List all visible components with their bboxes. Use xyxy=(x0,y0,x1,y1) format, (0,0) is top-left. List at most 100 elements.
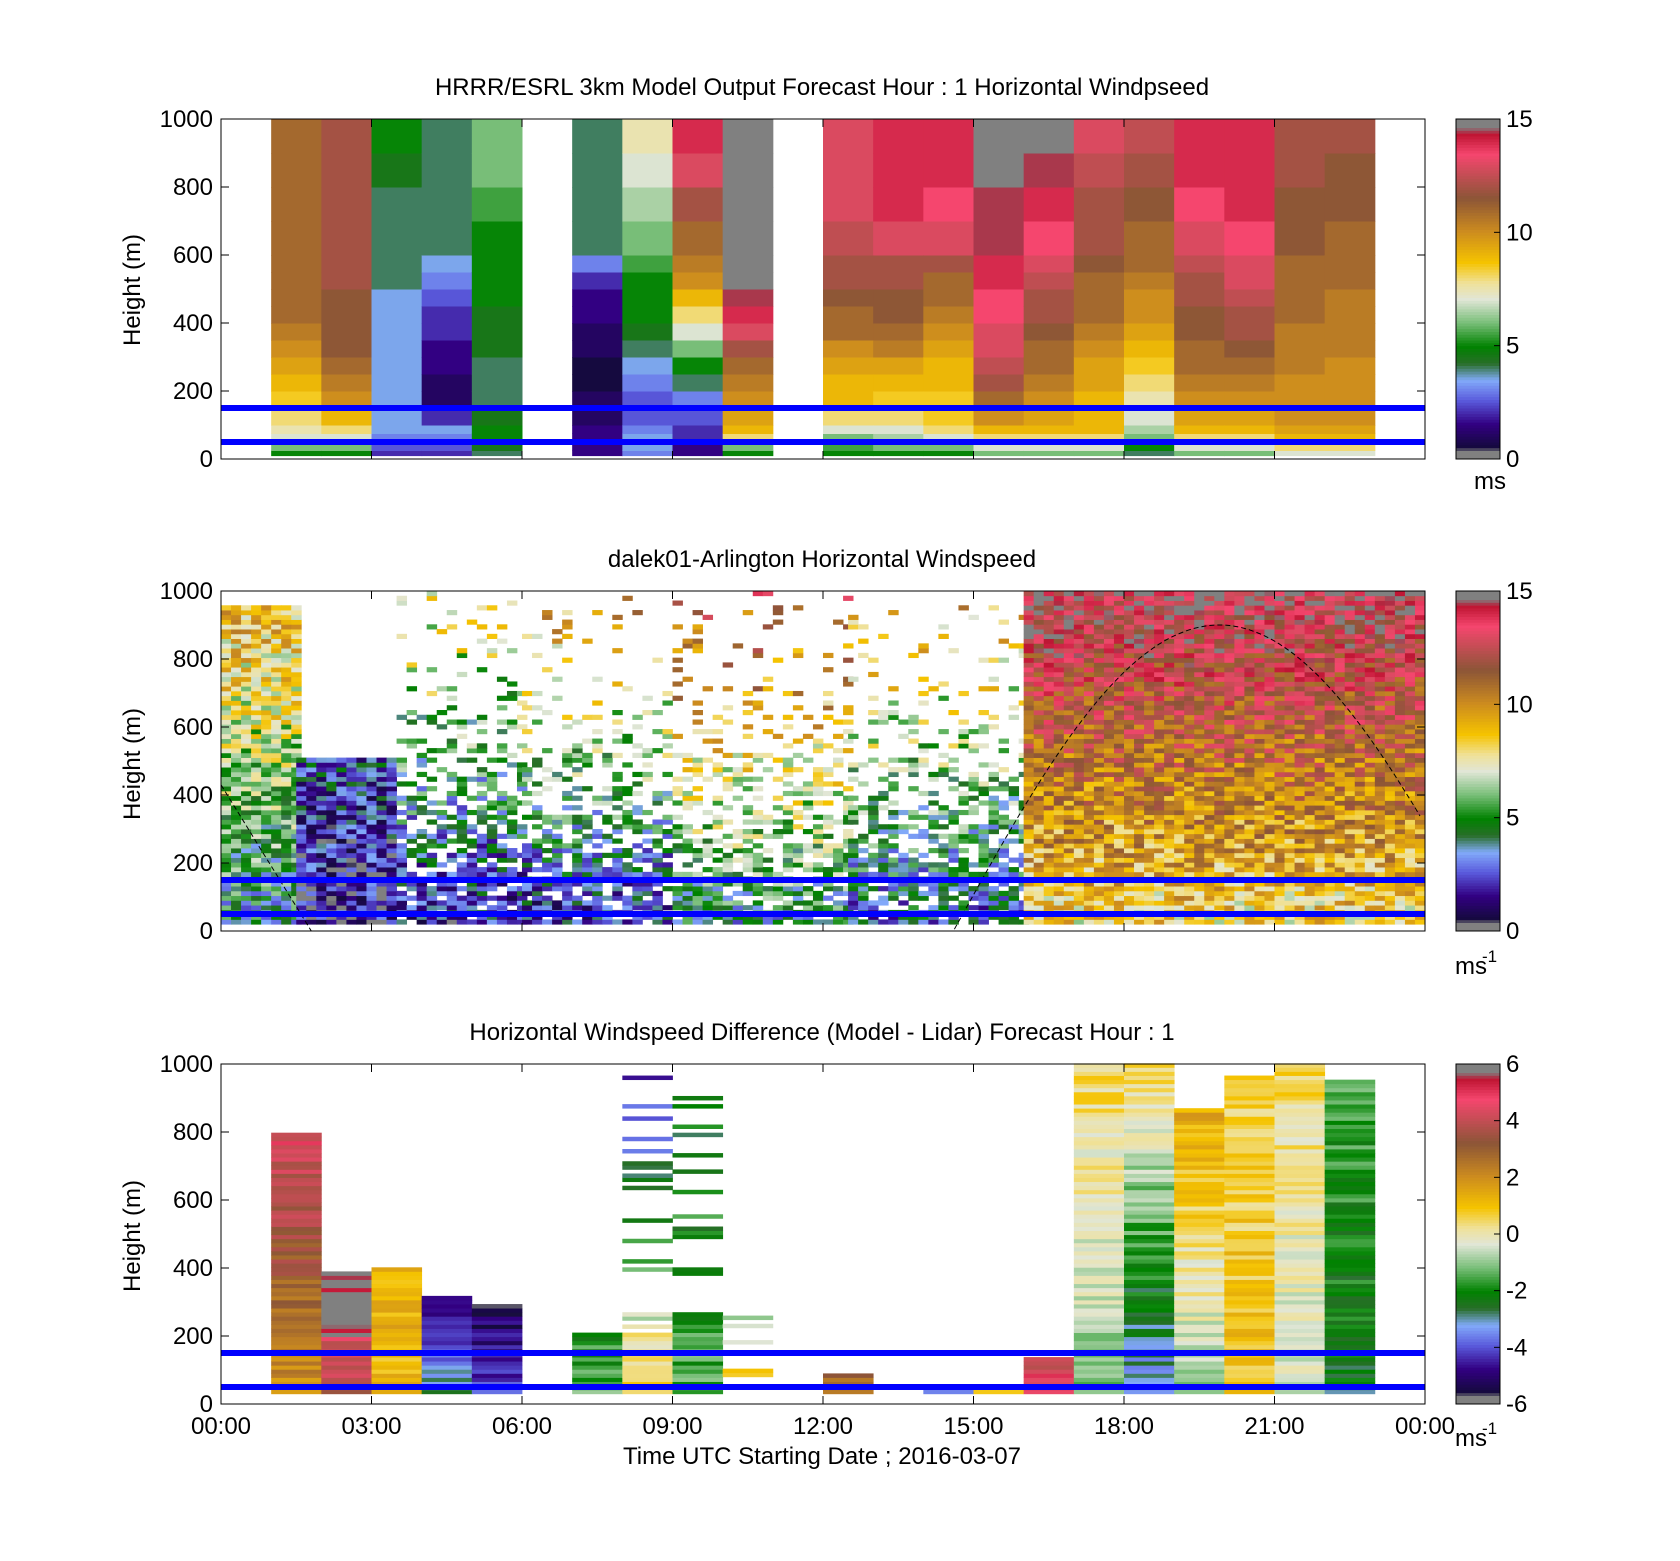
heatmap-cell xyxy=(346,762,357,768)
heatmap-cell xyxy=(908,871,919,877)
heatmap-cell xyxy=(1103,752,1115,758)
heatmap-cell xyxy=(672,657,683,663)
heatmap-cell xyxy=(928,890,939,897)
heatmap-cell xyxy=(1274,733,1285,739)
heatmap-cell xyxy=(868,919,879,925)
heatmap-cell xyxy=(1093,733,1105,739)
heatmap-cell xyxy=(421,425,473,434)
heatmap-cell xyxy=(251,690,262,697)
heatmap-cell xyxy=(281,648,292,654)
heatmap-cell xyxy=(752,905,764,911)
heatmap-cell xyxy=(251,748,262,754)
heatmap-cell xyxy=(1154,657,1165,663)
heatmap-cell xyxy=(1103,886,1115,892)
heatmap-cell xyxy=(1224,857,1235,863)
heatmap-cell xyxy=(632,829,643,835)
heatmap-cell xyxy=(1043,848,1055,854)
heatmap-cell xyxy=(1124,895,1135,901)
heatmap-cell xyxy=(1043,890,1055,897)
heatmap-cell xyxy=(1324,119,1376,154)
heatmap-cell xyxy=(1113,905,1125,911)
heatmap-cell xyxy=(1124,738,1135,744)
heatmap-cell xyxy=(241,800,252,806)
heatmap-cell xyxy=(271,767,282,773)
heatmap-cell xyxy=(552,676,563,682)
heatmap-cell xyxy=(968,862,979,868)
heatmap-cell xyxy=(241,762,252,768)
heatmap-cell xyxy=(612,871,623,877)
heatmap-cell xyxy=(1224,671,1235,678)
heatmap-cell xyxy=(396,795,408,801)
heatmap-cell xyxy=(722,662,734,668)
heatmap-cell xyxy=(1113,786,1125,792)
heatmap-cell xyxy=(251,871,262,877)
heatmap-cell xyxy=(622,900,633,906)
heatmap-cell xyxy=(782,771,794,778)
heatmap-cell xyxy=(1134,795,1145,801)
heatmap-cell xyxy=(1264,614,1275,620)
heatmap-cell xyxy=(1204,767,1215,773)
heatmap-cell xyxy=(1124,719,1135,725)
heatmap-cell xyxy=(1184,605,1195,611)
heatmap-cell xyxy=(426,886,438,892)
heatmap-cell xyxy=(506,724,518,730)
heatmap-cell xyxy=(1194,614,1205,620)
heatmap-cell xyxy=(326,767,337,773)
heatmap-cell xyxy=(762,686,774,692)
heatmap-cell xyxy=(988,852,999,858)
heatmap-cell xyxy=(1103,719,1115,725)
heatmap-cell xyxy=(406,800,418,806)
heatmap-cell xyxy=(998,890,1010,897)
heatmap-cell xyxy=(1174,824,1185,830)
heatmap-cell xyxy=(1053,881,1065,887)
heatmap-cell xyxy=(1194,681,1205,687)
heatmap-cell xyxy=(1244,724,1255,730)
heatmap-cell xyxy=(752,900,764,906)
heatmap-cell xyxy=(1204,676,1215,682)
heatmap-cell xyxy=(898,867,909,873)
heatmap-cell xyxy=(296,900,307,906)
heatmap-cell xyxy=(1033,776,1045,782)
heatmap-cell xyxy=(1154,819,1165,825)
heatmap-cell xyxy=(522,729,533,735)
heatmap-cell xyxy=(1264,624,1275,630)
heatmap-cell xyxy=(446,895,458,901)
heatmap-cell xyxy=(1124,819,1135,825)
heatmap-cell xyxy=(1274,895,1285,901)
heatmap-cell xyxy=(1103,667,1115,673)
heatmap-cell xyxy=(1124,733,1135,739)
heatmap-cell xyxy=(878,714,889,720)
heatmap-cell xyxy=(1144,814,1155,820)
heatmap-cell xyxy=(612,919,623,925)
heatmap-cell xyxy=(356,829,367,835)
heatmap-cell xyxy=(241,733,252,739)
heatmap-cell xyxy=(672,667,683,673)
heatmap-cell xyxy=(241,605,252,611)
heatmap-cell xyxy=(1113,800,1125,806)
heatmap-cell xyxy=(1224,767,1235,773)
heatmap-cell xyxy=(1113,914,1125,920)
model-windspeed-panel: HRRR/ESRL 3km Model Output Forecast Hour… xyxy=(119,74,1533,495)
heatmap-cell xyxy=(732,914,744,920)
heatmap-cell xyxy=(1214,729,1225,735)
heatmap-cell xyxy=(522,857,533,863)
heatmap-cell xyxy=(968,805,979,811)
heatmap-cell xyxy=(873,374,924,392)
heatmap-cell xyxy=(873,425,924,434)
heatmap-cell xyxy=(446,705,458,711)
heatmap-cell xyxy=(456,814,468,820)
heatmap-cell xyxy=(1134,710,1145,716)
heatmap-cell xyxy=(1023,624,1035,630)
heatmap-cell xyxy=(1023,833,1035,839)
heatmap-cell xyxy=(1204,819,1215,825)
heatmap-cell xyxy=(1164,800,1175,806)
heatmap-cell xyxy=(1254,838,1265,844)
heatmap-cell xyxy=(1033,871,1045,877)
heatmap-cell xyxy=(782,714,794,720)
heatmap-cell xyxy=(1124,306,1175,324)
heatmap-cell xyxy=(1324,153,1376,188)
heatmap-cell xyxy=(231,790,242,797)
heatmap-cell xyxy=(802,919,814,925)
heatmap-cell xyxy=(592,914,603,920)
heatmap-cell xyxy=(772,657,784,663)
